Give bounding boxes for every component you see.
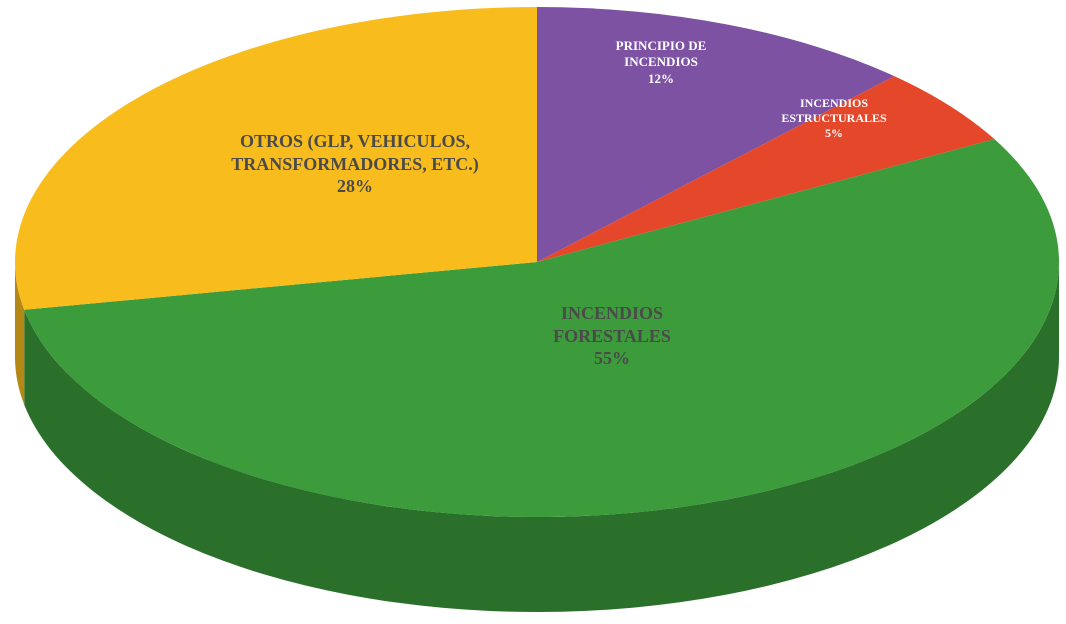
pie-slice: [14, 7, 537, 310]
pie-slice: [537, 7, 895, 262]
pie-side: [15, 262, 25, 405]
pie-side: [24, 262, 1059, 613]
slice-label: INCENDIOS FORESTALES: [553, 303, 671, 346]
pie-slice: [537, 76, 995, 262]
slice-value-label: 28%: [337, 176, 373, 196]
slice-value-label: 55%: [594, 348, 630, 368]
slice-label: PRINCIPIO DE INCENDIOS: [615, 38, 707, 70]
pie-slice: [24, 139, 1060, 518]
slice-label: OTROS (GLP, VEHICULOS, TRANSFORMADORES, …: [231, 131, 479, 174]
slice-value-label: 12%: [648, 70, 674, 86]
slice-value-label: 5%: [825, 126, 843, 140]
slice-label: INCENDIOS ESTRUCTURALES: [781, 96, 887, 125]
